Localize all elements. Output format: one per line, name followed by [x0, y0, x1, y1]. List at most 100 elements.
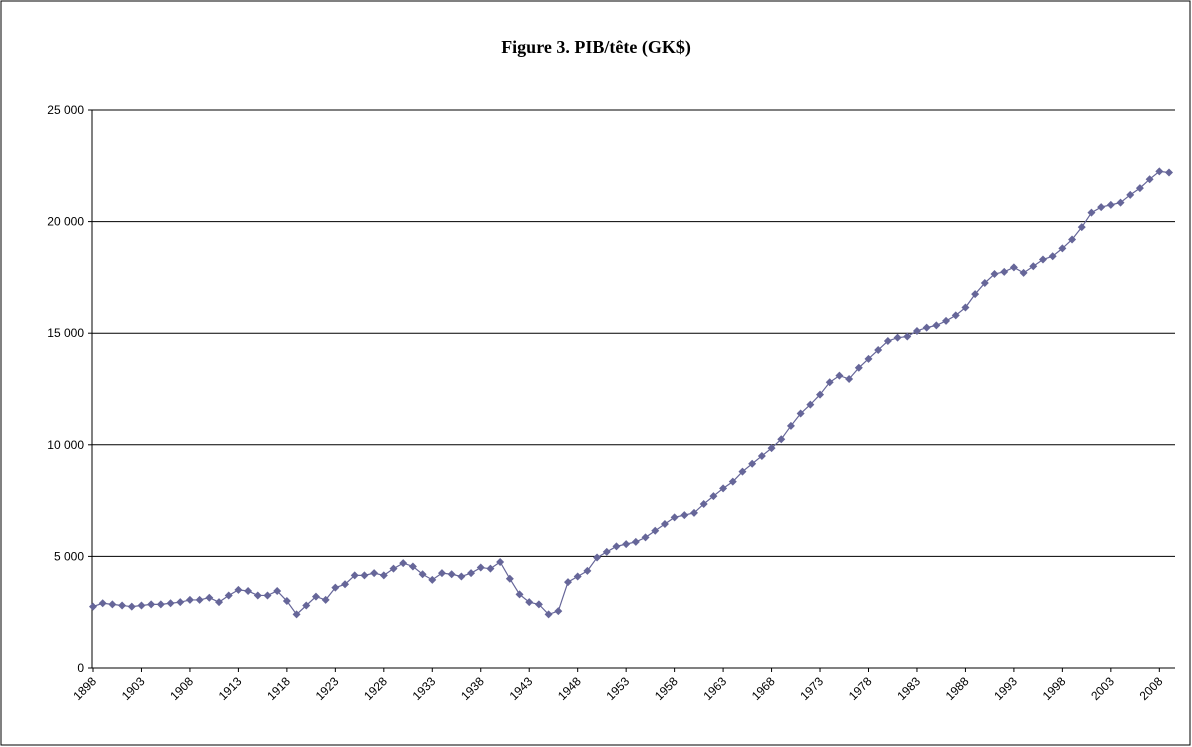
data-point: [854, 363, 863, 372]
data-point: [1000, 267, 1009, 276]
data-point: [118, 601, 127, 610]
data-point: [874, 345, 883, 354]
data-point: [486, 564, 495, 573]
data-point: [554, 607, 563, 616]
data-point: [951, 311, 960, 320]
data-point: [1048, 252, 1057, 261]
data-point: [845, 374, 854, 383]
data-point: [370, 569, 379, 578]
y-tick-label: 15 000: [47, 326, 84, 340]
data-point: [835, 371, 844, 380]
data-point: [534, 600, 543, 609]
data-point: [893, 333, 902, 342]
data-point: [418, 570, 427, 579]
chart-title: Figure 3. PIB/tête (GK$): [501, 37, 691, 58]
data-point: [360, 571, 369, 580]
data-point: [651, 526, 660, 535]
data-point: [583, 566, 592, 575]
data-point: [457, 572, 466, 581]
data-point: [1038, 255, 1047, 264]
data-point: [108, 600, 117, 609]
data-point: [89, 602, 97, 611]
y-tick-label: 25 000: [47, 103, 84, 117]
data-point: [864, 354, 873, 363]
data-point: [205, 593, 214, 602]
data-point: [1106, 200, 1115, 209]
data-line: [92, 170, 1170, 616]
data-point: [282, 597, 291, 606]
data-point: [195, 595, 204, 604]
data-point: [389, 564, 398, 573]
data-point: [699, 499, 708, 508]
data-point: [253, 591, 262, 600]
data-point: [573, 572, 582, 581]
data-point: [728, 477, 737, 486]
data-point: [496, 557, 505, 566]
data-point: [302, 601, 311, 610]
data-point: [476, 563, 485, 572]
data-point: [515, 590, 524, 599]
data-point: [602, 547, 611, 556]
data-point: [912, 326, 921, 335]
data-point: [942, 316, 951, 325]
y-tick-label: 20 000: [47, 215, 84, 229]
data-point: [719, 484, 728, 493]
data-point: [622, 540, 631, 549]
data-point: [350, 571, 359, 580]
data-point: [467, 569, 476, 578]
data-point: [263, 591, 272, 600]
data-point: [563, 578, 572, 587]
data-point: [660, 520, 669, 529]
data-point: [748, 459, 757, 468]
data-point: [176, 598, 185, 607]
data-point: [127, 602, 136, 611]
data-point: [631, 537, 640, 546]
data-point: [738, 467, 747, 476]
data-point: [796, 409, 805, 418]
data-point: [961, 303, 970, 312]
data-point: [825, 378, 834, 387]
data-point: [399, 559, 408, 568]
data-point: [292, 610, 301, 619]
data-point: [593, 553, 602, 562]
data-point: [1145, 175, 1154, 184]
data-point: [156, 600, 165, 609]
data-point: [612, 542, 621, 551]
data-point: [321, 595, 330, 604]
data-point: [215, 598, 224, 607]
data-point: [641, 533, 650, 542]
data-point: [806, 400, 815, 409]
data-point: [1126, 190, 1135, 199]
y-tick-label: 0: [77, 661, 84, 675]
data-point: [1135, 184, 1144, 193]
data-point: [185, 595, 194, 604]
data-point: [971, 290, 980, 299]
data-point: [709, 492, 718, 501]
data-point: [883, 337, 892, 346]
y-tick-label: 10 000: [47, 438, 84, 452]
data-point: [670, 513, 679, 522]
data-point: [379, 571, 388, 580]
y-tick-label: 5 000: [54, 549, 84, 563]
data-point: [1097, 203, 1106, 212]
data-point: [786, 421, 795, 430]
data-point: [273, 586, 282, 595]
data-point: [922, 323, 931, 332]
data-point: [1116, 198, 1125, 207]
data-point: [1029, 262, 1038, 271]
data-point: [437, 569, 446, 578]
data-point: [1165, 168, 1173, 177]
data-point: [234, 585, 243, 594]
data-point: [1019, 268, 1028, 277]
data-point: [447, 570, 456, 579]
data-point: [147, 600, 156, 609]
data-point: [544, 610, 553, 619]
data-point: [767, 444, 776, 453]
data-point: [505, 574, 514, 583]
data-point: [932, 321, 941, 330]
data-point: [341, 580, 350, 589]
data-point: [1155, 167, 1164, 176]
data-point: [1058, 244, 1067, 253]
